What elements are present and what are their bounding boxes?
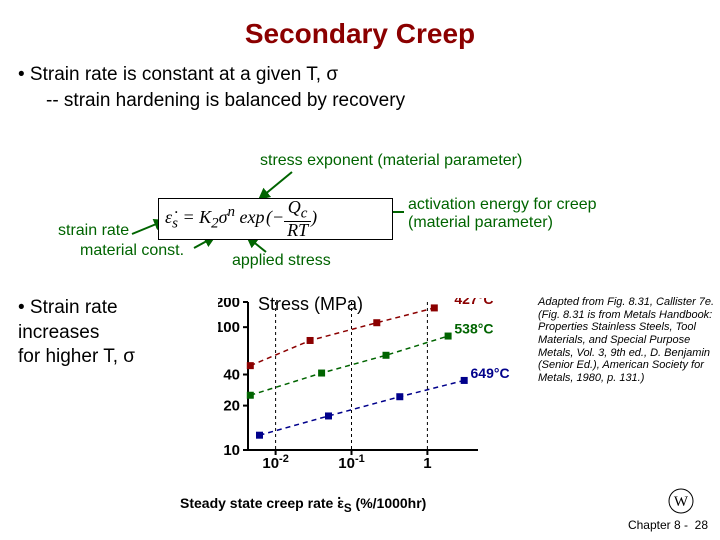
svg-text:10-1: 10-1 xyxy=(338,453,364,470)
svg-text:20: 20 xyxy=(223,398,240,415)
svg-text:W: W xyxy=(674,494,689,510)
citation: Adapted from Fig. 8.31, Callister 7e. (F… xyxy=(538,296,716,384)
svg-text:649°C: 649°C xyxy=(471,365,510,381)
x-axis-label: Steady state creep rate ε.S (%/1000hr) xyxy=(180,495,426,515)
bullet-1-sub: -- strain hardening is balanced by recov… xyxy=(46,90,720,112)
svg-text:1: 1 xyxy=(423,455,431,470)
equation-box: ε̇s = K2σn exp (−QcRT) xyxy=(158,198,393,240)
annot-applied-stress: applied stress xyxy=(232,252,331,270)
bullet-2: • Strain rate increases for higher T, σ xyxy=(18,296,135,370)
annot-activation: activation energy for creep (material pa… xyxy=(408,196,597,232)
xlabel-prefix: Steady state creep rate xyxy=(180,495,337,511)
bullet-1: • Strain rate is constant at a given T, … xyxy=(18,64,720,86)
annot-strain-rate: strain rate xyxy=(58,222,129,240)
xlabel-symbol: ε. xyxy=(337,495,344,511)
svg-text:200: 200 xyxy=(218,298,240,311)
annot-stress-exponent: stress exponent (material parameter) xyxy=(260,152,522,170)
annot-material-const: material const. xyxy=(80,242,184,260)
footer-page: 28 xyxy=(695,518,708,532)
svg-text:10-2: 10-2 xyxy=(262,453,288,470)
xlabel-suffix: (%/1000hr) xyxy=(352,495,427,511)
stress-chart: Stress (MPa) 20010040201010-210-11427°C5… xyxy=(218,298,518,470)
svg-text:10: 10 xyxy=(223,442,240,459)
footer-chapter: Chapter 8 - xyxy=(628,518,688,532)
footer: Chapter 8 - 28 xyxy=(628,518,708,532)
svg-text:40: 40 xyxy=(223,367,240,384)
logo-icon: W xyxy=(668,488,694,514)
equation: ε̇s = K2σn exp (−QcRT) xyxy=(165,199,317,238)
chart-svg: 200 100 40 20 10 10-2 10-1 1 427°C 538°C 649°C xyxy=(218,298,518,470)
xlabel-sub: S xyxy=(344,502,352,515)
page-title: Secondary Creep xyxy=(0,0,720,50)
svg-text:427°C: 427°C xyxy=(454,298,493,307)
svg-text:538°C: 538°C xyxy=(454,321,493,337)
svg-text:100: 100 xyxy=(218,319,240,336)
